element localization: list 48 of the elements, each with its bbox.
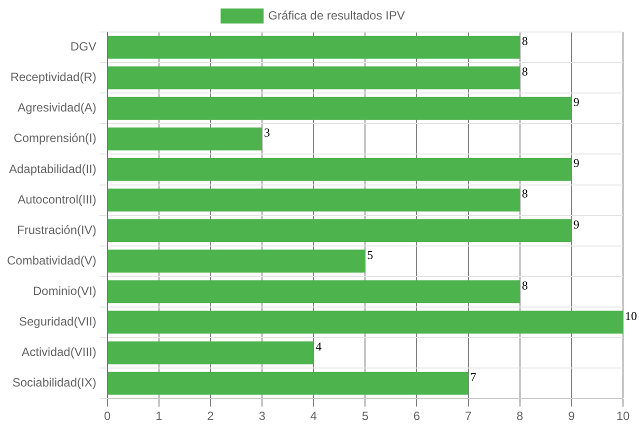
x-tick-label: 3	[258, 409, 266, 424]
x-tick-label: 10	[616, 409, 630, 424]
x-tick-label: 8	[516, 409, 524, 424]
data-label: 9	[573, 217, 580, 232]
x-tick-label: 0	[104, 409, 112, 424]
data-label: 9	[573, 156, 580, 170]
data-label: 8	[522, 278, 528, 292]
y-tick-label: Frustración(IV)	[17, 222, 96, 237]
y-tick-label: DGV	[70, 40, 96, 54]
data-label: 8	[522, 34, 528, 48]
data-label: 5	[367, 248, 374, 262]
y-tick-label: Seguridad(VII)	[18, 314, 96, 329]
bar	[108, 127, 262, 150]
data-label: 3	[264, 126, 270, 140]
y-tick-label: Combatividad(V)	[6, 253, 96, 268]
x-tick-label: 7	[464, 409, 472, 424]
bar	[108, 219, 572, 242]
y-tick-label: Autocontrol(III)	[18, 192, 96, 206]
y-tick-label: Comprensión(I)	[14, 131, 96, 146]
bar	[108, 341, 314, 364]
y-tick-label: Actividad(VIII)	[22, 345, 96, 360]
x-tick-label: 5	[362, 409, 369, 424]
x-tick-label: 1	[156, 409, 163, 424]
y-tick-label: Agresividad(A)	[18, 100, 96, 115]
data-label: 7	[470, 370, 476, 384]
data-label: 10	[625, 308, 637, 323]
bar	[108, 96, 572, 120]
data-label: 4	[316, 339, 322, 354]
bar	[108, 66, 520, 90]
data-label: 9	[573, 95, 580, 110]
y-tick-label: Dominio(VI)	[33, 284, 96, 298]
bar	[108, 188, 520, 212]
bar	[108, 310, 623, 334]
bar	[108, 158, 572, 181]
data-label: 8	[522, 186, 528, 201]
bar	[108, 250, 366, 273]
bar	[108, 280, 520, 304]
y-tick-label: Sociabilidad(IX)	[12, 376, 96, 390]
x-tick-label: 6	[413, 409, 420, 424]
bar	[108, 36, 520, 59]
y-tick-label: Receptividad(R)	[10, 70, 96, 84]
x-tick-label: 9	[568, 409, 576, 424]
x-tick-label: 4	[310, 409, 318, 424]
data-label: 8	[522, 64, 528, 79]
bar	[108, 372, 468, 395]
legend-label: Gráfica de resultados IPV	[268, 8, 405, 22]
x-tick-label: 2	[207, 409, 214, 424]
y-tick-label: Adaptabilidad(II)	[8, 162, 96, 176]
